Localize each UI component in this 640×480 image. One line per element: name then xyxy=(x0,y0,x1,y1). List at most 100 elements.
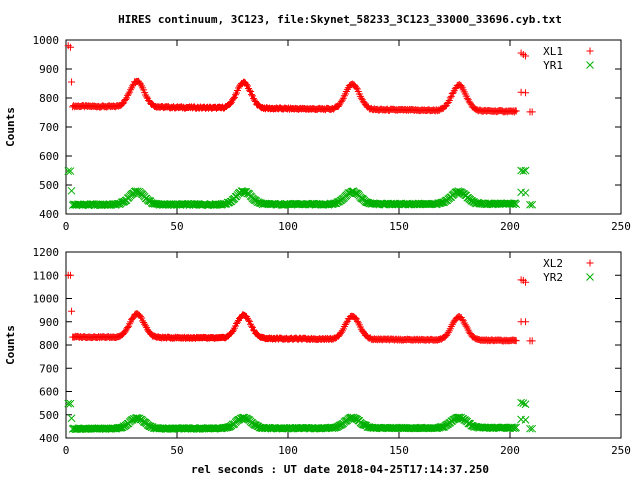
data-point xyxy=(245,86,253,94)
data-point xyxy=(229,95,237,103)
y-tick-label: 700 xyxy=(39,362,59,375)
data-point xyxy=(526,200,534,209)
legend-marker xyxy=(586,47,594,55)
legend-label: XL2 xyxy=(543,257,563,270)
data-point xyxy=(64,399,73,408)
data-point xyxy=(67,186,76,195)
x-tick-label: 250 xyxy=(611,444,631,457)
data-point xyxy=(517,398,525,407)
x-tick-label: 150 xyxy=(389,220,409,233)
data-point xyxy=(462,322,470,330)
data-point xyxy=(357,94,365,102)
data-point xyxy=(457,82,465,90)
x-axis-label: rel seconds : UT date 2018-04-25T17:14:3… xyxy=(191,463,489,476)
data-point xyxy=(528,424,537,433)
data-point xyxy=(129,82,137,90)
data-point xyxy=(444,328,452,336)
x-tick-label: 0 xyxy=(63,444,70,457)
data-point xyxy=(68,78,76,86)
data-point xyxy=(517,88,525,96)
data-point xyxy=(142,322,150,330)
data-point xyxy=(66,167,75,175)
data-point xyxy=(521,416,530,424)
data-point xyxy=(145,422,154,431)
data-point xyxy=(522,52,530,60)
y-tick-label: 500 xyxy=(39,409,59,422)
x-tick-label: 200 xyxy=(500,220,520,233)
y-tick-label: 600 xyxy=(39,386,59,399)
data-point xyxy=(250,96,258,104)
y-axis-label: Counts xyxy=(4,325,17,365)
data-point xyxy=(239,188,248,196)
data-point xyxy=(510,199,519,208)
y-tick-label: 1000 xyxy=(33,34,60,47)
data-point xyxy=(340,92,348,100)
y-tick-label: 400 xyxy=(39,208,59,221)
data-point xyxy=(343,85,351,93)
top-panel: 400 500 600 700 800 900 1000 0 50 100 150 200 250 Cou… xyxy=(4,34,631,233)
data-point xyxy=(353,317,361,325)
data-point xyxy=(231,91,239,99)
x-tick-label: 50 xyxy=(170,220,183,233)
data-point xyxy=(521,400,530,409)
data-point xyxy=(519,399,528,407)
data-point xyxy=(522,318,530,326)
data-point xyxy=(526,424,534,433)
data-point xyxy=(444,98,452,106)
data-point xyxy=(247,322,255,330)
data-point xyxy=(342,319,350,327)
data-point xyxy=(227,100,235,108)
y-tick-label: 800 xyxy=(39,339,59,352)
data-point xyxy=(122,96,130,104)
y-tick-label: 500 xyxy=(39,179,59,192)
data-point xyxy=(347,187,356,196)
legend-label: XL1 xyxy=(543,45,563,58)
data-point xyxy=(521,188,530,197)
x-tick-label: 50 xyxy=(170,444,183,457)
data-point xyxy=(233,318,241,326)
data-point xyxy=(528,200,537,209)
x-tick-label: 250 xyxy=(611,220,631,233)
data-point xyxy=(528,108,536,116)
y-tick-label: 1100 xyxy=(33,269,60,282)
data-point xyxy=(247,91,255,99)
data-point xyxy=(446,94,454,102)
data-point xyxy=(244,316,252,324)
data-point xyxy=(512,337,520,345)
y-tick-label: 700 xyxy=(39,121,59,134)
legend-marker xyxy=(586,61,594,69)
legend-label: YR1 xyxy=(543,59,563,72)
y-tick-label: 600 xyxy=(39,150,59,163)
data-point xyxy=(359,420,368,429)
data-point xyxy=(522,278,530,286)
data-point xyxy=(66,399,75,408)
data-point xyxy=(519,167,528,175)
y-axis-label: Counts xyxy=(4,107,17,147)
data-point xyxy=(528,337,536,345)
legend-label: YR2 xyxy=(543,271,563,284)
y-tick-label: 900 xyxy=(39,63,59,76)
data-point xyxy=(137,313,145,321)
legend-marker xyxy=(586,259,594,267)
data-point xyxy=(64,167,73,175)
data-point xyxy=(127,416,136,424)
data-point xyxy=(67,414,76,423)
x-tick-label: 100 xyxy=(278,444,298,457)
data-point xyxy=(66,43,74,51)
y-tick-label: 400 xyxy=(39,432,59,445)
data-point xyxy=(521,166,530,175)
x-tick-label: 0 xyxy=(63,220,70,233)
legend-marker xyxy=(586,273,594,281)
data-point xyxy=(246,88,254,96)
data-point xyxy=(466,99,474,107)
data-point xyxy=(338,96,346,104)
y-tick-label: 1000 xyxy=(33,293,60,306)
x-tick-label: 100 xyxy=(278,220,298,233)
data-point xyxy=(66,271,74,279)
y-tick-label: 900 xyxy=(39,316,59,329)
bottom-panel: 400 500 600 700 800 900 1000 1100 1200 0 50 100 150 2… xyxy=(4,246,631,457)
data-point xyxy=(245,317,253,325)
data-point xyxy=(124,323,132,331)
x-tick-label: 200 xyxy=(500,444,520,457)
